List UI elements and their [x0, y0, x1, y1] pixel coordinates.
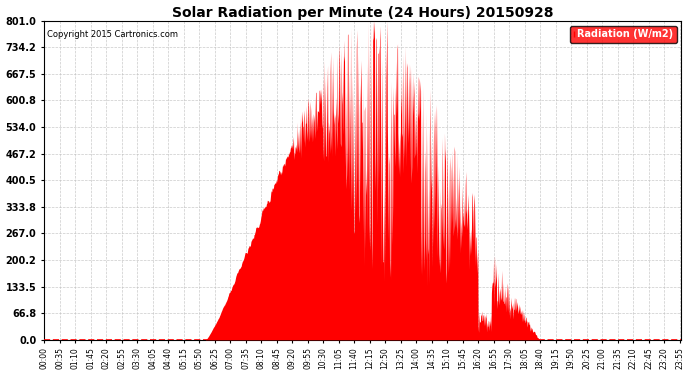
Legend: Radiation (W/m2): Radiation (W/m2)	[570, 26, 677, 44]
Text: Copyright 2015 Cartronics.com: Copyright 2015 Cartronics.com	[47, 30, 178, 39]
Title: Solar Radiation per Minute (24 Hours) 20150928: Solar Radiation per Minute (24 Hours) 20…	[172, 6, 553, 20]
